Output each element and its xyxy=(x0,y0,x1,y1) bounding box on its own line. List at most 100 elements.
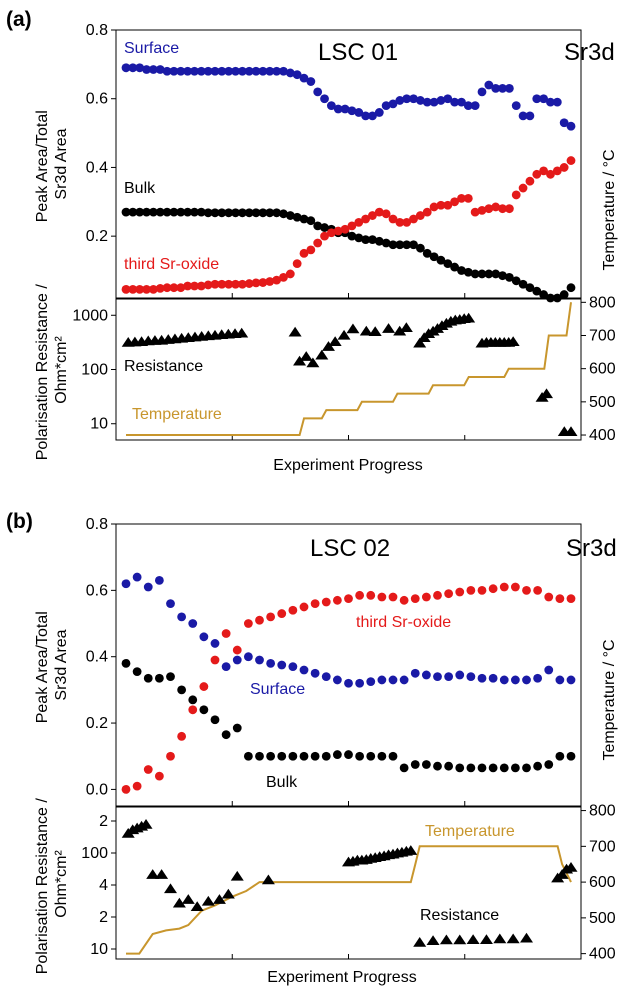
series-surface-point xyxy=(299,73,309,83)
series-bulk-point xyxy=(135,207,145,217)
lower-ytick-label: 100 xyxy=(81,845,108,862)
panel-b-third-oxide-label: third Sr-oxide xyxy=(356,614,451,631)
series-third-oxide-point xyxy=(552,166,562,176)
series-bulk-point xyxy=(518,279,528,289)
resistance-point xyxy=(368,326,382,336)
panel-b: (b) LSC 02 Sr3d 0.8 0.6 0.4 0.2 0.0 Surface … xyxy=(6,510,618,986)
series-third-oxide-point xyxy=(450,197,460,207)
series-surface-point xyxy=(402,94,412,104)
series-bulk-point xyxy=(443,259,453,269)
lower-ytick-label: 10 xyxy=(90,941,108,958)
panel-b-surface-label: Surface xyxy=(250,681,305,698)
series-third-oxide-point xyxy=(511,190,521,200)
series-third-oxide-point xyxy=(399,595,409,605)
series-third-oxide-point xyxy=(499,582,509,592)
series-third-oxide-point xyxy=(183,281,193,291)
resistance-point xyxy=(520,932,533,943)
upper-ytick-label: 0.4 xyxy=(86,649,108,666)
upper-ytick-label: 0.4 xyxy=(86,159,108,176)
series-surface-point xyxy=(166,599,175,609)
series-surface-point xyxy=(244,66,254,76)
series-bulk-point xyxy=(436,255,446,265)
series-third-oxide-point xyxy=(421,592,431,602)
series-third-oxide-point xyxy=(344,594,353,604)
panel-a: (a) LSC 01 Sr3d 0.8 0.6 0.4 0.2 Surface Bul… xyxy=(6,8,618,474)
series-surface-point xyxy=(566,675,576,685)
series-surface-point xyxy=(504,84,514,93)
series-third-oxide-point xyxy=(532,169,542,179)
series-surface-point xyxy=(450,97,460,107)
series-bulk-point xyxy=(321,751,331,761)
resistance-point xyxy=(337,329,351,340)
series-third-oxide-point xyxy=(366,590,376,600)
series-surface-point xyxy=(511,101,521,110)
series-third-oxide-point xyxy=(210,279,220,289)
series-bulk-point xyxy=(429,252,439,262)
resistance-point xyxy=(146,869,160,879)
series-third-oxide-point xyxy=(210,655,220,665)
series-third-oxide-point xyxy=(128,285,138,294)
series-third-oxide-point xyxy=(320,231,329,241)
panel-b-temperature-label: Temperature xyxy=(425,823,515,840)
series-bulk-point xyxy=(533,761,543,771)
series-third-oxide-point xyxy=(354,218,364,227)
panel-a-lower-marks xyxy=(121,302,578,437)
series-surface-point xyxy=(121,579,131,589)
resistance-point xyxy=(201,895,215,906)
lower-y2tick-label: 600 xyxy=(589,361,616,378)
series-surface-point xyxy=(188,619,198,628)
series-bulk-point xyxy=(421,760,431,769)
resistance-point xyxy=(139,819,153,829)
series-third-oxide-point xyxy=(176,283,186,293)
series-third-oxide-point xyxy=(566,156,576,165)
series-third-oxide-point xyxy=(466,585,476,595)
series-bulk-point xyxy=(221,730,231,740)
series-third-oxide-point xyxy=(135,285,145,294)
series-bulk-point xyxy=(368,235,377,244)
resistance-point xyxy=(404,845,418,855)
series-surface-point xyxy=(183,66,193,76)
series-surface-point xyxy=(539,94,549,104)
resistance-point xyxy=(293,355,307,366)
series-third-oxide-point xyxy=(409,214,418,224)
series-bulk-point xyxy=(510,763,520,773)
resistance-point xyxy=(493,933,507,944)
resistance-point xyxy=(564,861,578,872)
panel-a-ylabel-line1: Peak Area/Total xyxy=(34,110,51,222)
series-surface-point xyxy=(169,66,179,76)
series-surface-point xyxy=(333,104,343,114)
series-third-oxide-point xyxy=(477,205,487,215)
series-bulk-point xyxy=(320,223,329,232)
resistance-point xyxy=(261,874,275,885)
resistance-point xyxy=(359,325,373,336)
series-third-oxide-point xyxy=(299,602,309,612)
series-third-oxide-point xyxy=(368,211,377,220)
panel-a-label: (a) xyxy=(6,8,32,31)
series-third-oxide-point xyxy=(299,248,309,258)
panel-b-lower-ylabel-line2: Ohm*cm² xyxy=(53,850,70,918)
series-third-oxide-point xyxy=(292,259,302,269)
series-bulk-point xyxy=(457,266,466,275)
series-surface-point xyxy=(190,66,199,76)
panel-b-lower-marks xyxy=(121,819,578,955)
series-surface-point xyxy=(477,87,487,97)
series-surface-point xyxy=(457,97,466,107)
series-surface-point xyxy=(477,673,487,683)
series-third-oxide-point xyxy=(402,218,412,227)
panel-a-xlabel: Experiment Progress xyxy=(273,457,422,474)
series-bulk-point xyxy=(258,208,268,218)
series-bulk-point xyxy=(142,207,151,217)
series-third-oxide-point xyxy=(504,204,514,214)
series-bulk-point xyxy=(199,705,209,715)
series-bulk-point xyxy=(566,751,576,761)
resistance-point xyxy=(230,870,244,881)
series-third-oxide-point xyxy=(154,771,164,781)
series-third-oxide-point xyxy=(321,597,331,607)
series-surface-point xyxy=(306,77,316,86)
series-surface-point xyxy=(498,84,507,93)
resistance-point xyxy=(164,883,177,894)
lower-ytick-label: 100 xyxy=(81,362,108,379)
resistance-point xyxy=(212,894,226,904)
series-bulk-point xyxy=(188,695,198,705)
